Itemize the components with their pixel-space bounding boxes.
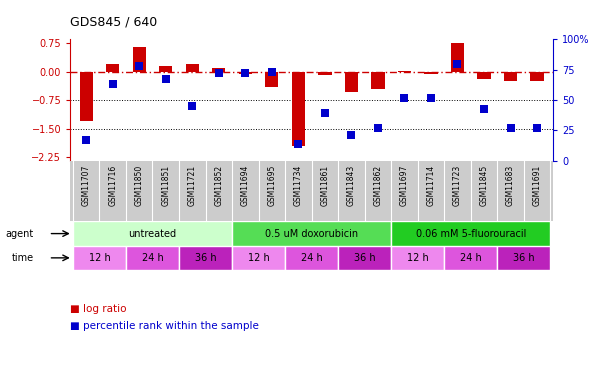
Bar bbox=[451, 43, 464, 72]
Bar bbox=[391, 246, 444, 270]
Text: 0.06 mM 5-fluorouracil: 0.06 mM 5-fluorouracil bbox=[415, 229, 526, 238]
Bar bbox=[232, 222, 391, 246]
Text: 12 h: 12 h bbox=[247, 253, 269, 263]
Bar bbox=[239, 72, 252, 74]
Bar bbox=[497, 246, 551, 270]
Text: 24 h: 24 h bbox=[142, 253, 163, 263]
Bar bbox=[477, 72, 491, 79]
Point bbox=[293, 141, 303, 147]
Text: GSM11721: GSM11721 bbox=[188, 165, 197, 206]
Text: GSM11716: GSM11716 bbox=[108, 165, 117, 206]
Bar bbox=[285, 246, 338, 270]
Point bbox=[320, 110, 330, 116]
Point bbox=[506, 125, 516, 131]
Point bbox=[108, 81, 117, 87]
Text: GDS845 / 640: GDS845 / 640 bbox=[70, 15, 158, 28]
Text: GSM11734: GSM11734 bbox=[294, 165, 303, 206]
Text: GSM11851: GSM11851 bbox=[161, 165, 170, 206]
Point bbox=[532, 125, 542, 131]
Text: time: time bbox=[12, 253, 34, 263]
Text: 24 h: 24 h bbox=[301, 253, 323, 263]
Text: 12 h: 12 h bbox=[89, 253, 111, 263]
Bar bbox=[371, 72, 384, 88]
Text: GSM11683: GSM11683 bbox=[506, 165, 515, 206]
Point bbox=[161, 76, 170, 82]
Text: GSM11714: GSM11714 bbox=[426, 165, 436, 206]
Bar bbox=[345, 72, 358, 93]
Text: GSM11850: GSM11850 bbox=[134, 165, 144, 206]
Bar bbox=[398, 71, 411, 72]
Point bbox=[134, 63, 144, 69]
Point bbox=[453, 61, 463, 67]
Bar bbox=[444, 246, 497, 270]
Point bbox=[373, 125, 383, 131]
Bar bbox=[79, 72, 93, 121]
Text: GSM11697: GSM11697 bbox=[400, 165, 409, 206]
Bar bbox=[232, 246, 285, 270]
Text: GSM11861: GSM11861 bbox=[320, 165, 329, 206]
Text: 12 h: 12 h bbox=[407, 253, 428, 263]
Text: untreated: untreated bbox=[128, 229, 177, 238]
Bar bbox=[391, 222, 551, 246]
Text: 36 h: 36 h bbox=[195, 253, 216, 263]
Bar bbox=[126, 246, 179, 270]
Text: GSM11707: GSM11707 bbox=[82, 165, 90, 206]
Bar bbox=[504, 72, 517, 81]
Point bbox=[426, 94, 436, 100]
Text: ■ log ratio: ■ log ratio bbox=[70, 304, 126, 314]
Point bbox=[479, 106, 489, 112]
Text: ■ percentile rank within the sample: ■ percentile rank within the sample bbox=[70, 321, 259, 331]
Point bbox=[400, 94, 409, 100]
Point bbox=[240, 70, 250, 76]
Bar bbox=[212, 68, 225, 72]
Text: 24 h: 24 h bbox=[460, 253, 481, 263]
Text: GSM11691: GSM11691 bbox=[533, 165, 541, 206]
Text: 36 h: 36 h bbox=[513, 253, 535, 263]
Bar bbox=[179, 246, 232, 270]
Text: GSM11862: GSM11862 bbox=[373, 165, 382, 206]
Text: GSM11845: GSM11845 bbox=[480, 165, 489, 206]
Text: agent: agent bbox=[6, 229, 34, 238]
Bar bbox=[318, 72, 332, 75]
Bar bbox=[73, 222, 232, 246]
Point bbox=[214, 70, 224, 76]
Text: GSM11843: GSM11843 bbox=[347, 165, 356, 206]
Text: GSM11852: GSM11852 bbox=[214, 165, 223, 206]
Bar bbox=[159, 66, 172, 72]
Text: GSM11723: GSM11723 bbox=[453, 165, 462, 206]
Bar bbox=[530, 72, 544, 81]
Text: 0.5 uM doxorubicin: 0.5 uM doxorubicin bbox=[265, 229, 358, 238]
Bar bbox=[186, 64, 199, 72]
Text: GSM11694: GSM11694 bbox=[241, 165, 250, 206]
Point bbox=[346, 132, 356, 138]
Bar bbox=[73, 246, 126, 270]
Bar bbox=[424, 72, 437, 74]
Bar bbox=[133, 47, 146, 72]
Text: 36 h: 36 h bbox=[354, 253, 376, 263]
Point bbox=[267, 69, 277, 75]
Point bbox=[188, 103, 197, 109]
Bar bbox=[106, 64, 119, 72]
Bar bbox=[265, 72, 279, 87]
Point bbox=[81, 137, 91, 143]
Bar bbox=[338, 246, 391, 270]
Text: GSM11695: GSM11695 bbox=[268, 165, 276, 206]
Bar bbox=[291, 72, 305, 146]
